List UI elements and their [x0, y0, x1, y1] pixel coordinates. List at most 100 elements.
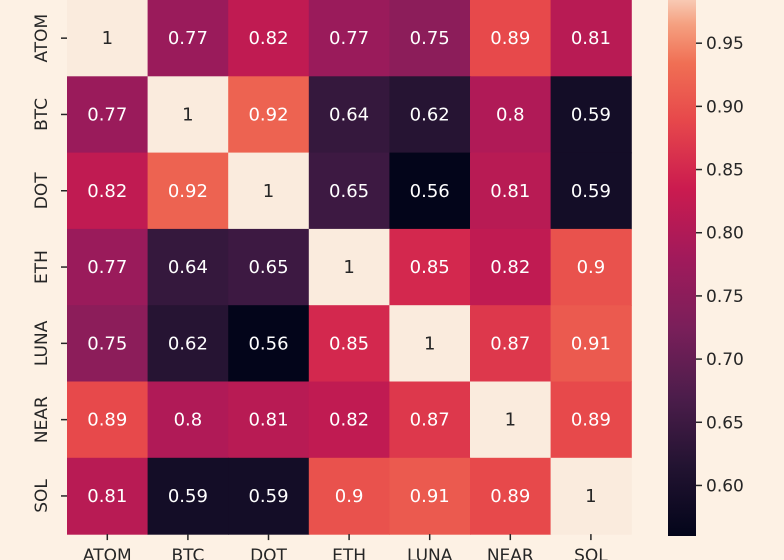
colorbar-tick-label: 0.85 — [706, 161, 744, 181]
y-axis: ATOM BTC DOT ETH LUNA NEAR SOL — [32, 14, 67, 513]
x-axis: ATOM BTC DOT ETH LUNA NEAR SOL — [83, 534, 608, 560]
heatmap-cell-LUNA-DOT — [228, 305, 310, 383]
y-tick-label: ETH — [32, 250, 52, 284]
cell-value-label: 0.77 — [168, 28, 208, 49]
y-tick-label: BTC — [32, 98, 52, 131]
y-tick-label: ATOM — [32, 14, 52, 63]
heatmap-cell-NEAR-ATOM — [67, 381, 149, 459]
heatmap-cell-DOT-ETH — [308, 152, 390, 230]
x-tick-label: LUNA — [407, 546, 453, 560]
heatmap-cell-LUNA-NEAR — [470, 305, 552, 383]
x-tick-label: ATOM — [83, 546, 132, 560]
cell-value-label: 0.81 — [87, 486, 127, 507]
heatmap-cell-NEAR-BTC — [147, 381, 229, 459]
colorbar-tick-label: 0.70 — [706, 350, 744, 370]
heatmap-cell-SOL-ETH — [308, 457, 390, 535]
cell-value-label: 0.8 — [174, 410, 203, 431]
cell-value-label: 0.82 — [490, 257, 530, 278]
heatmap-cell-SOL-DOT — [228, 457, 310, 535]
cell-value-label: 0.85 — [410, 257, 450, 278]
heatmap-cell-LUNA-SOL — [550, 305, 632, 383]
cell-value-label: 0.65 — [248, 257, 288, 278]
heatmap-cell-BTC-NEAR — [470, 76, 552, 154]
cell-value-label: 0.65 — [329, 181, 369, 202]
cell-value-label: 0.8 — [496, 104, 525, 125]
heatmap-cell-NEAR-DOT — [228, 381, 310, 459]
cell-value-label: 0.9 — [335, 486, 364, 507]
heatmap-cell-DOT-LUNA — [389, 152, 471, 230]
colorbar-tick-label: 0.90 — [706, 97, 744, 117]
colorbar-tick-label: 0.95 — [706, 34, 744, 54]
heatmap-cell-SOL-BTC — [147, 457, 229, 535]
heatmap-cell-BTC-LUNA — [389, 76, 471, 154]
cell-value-label: 0.59 — [571, 181, 611, 202]
colorbar-tick-label: 0.60 — [706, 476, 744, 496]
heatmap-cell-SOL-NEAR — [470, 457, 552, 535]
cell-value-label: 0.92 — [248, 104, 288, 125]
x-tick-label: BTC — [171, 546, 204, 560]
heatmap-cell-ETH-ETH — [308, 228, 390, 306]
cell-value-label: 1 — [182, 104, 193, 125]
cell-value-label: 0.82 — [248, 28, 288, 49]
cell-value-label: 0.59 — [168, 486, 208, 507]
cell-value-label: 0.59 — [248, 486, 288, 507]
cell-value-label: 0.85 — [329, 333, 369, 354]
x-tick-label: NEAR — [487, 546, 534, 560]
heatmap-cell-NEAR-LUNA — [389, 381, 471, 459]
heatmap-cell-BTC-ATOM — [67, 76, 149, 154]
cell-value-label: 0.89 — [490, 486, 530, 507]
cell-value-label: 0.59 — [571, 104, 611, 125]
x-tick-label: DOT — [250, 546, 287, 560]
heatmap-cell-ATOM-DOT — [228, 0, 310, 77]
cell-value-label: 0.81 — [248, 410, 288, 431]
cell-value-label: 0.81 — [490, 181, 530, 202]
heatmap-cell-DOT-ATOM — [67, 152, 149, 230]
cell-value-label: 0.56 — [410, 181, 450, 202]
heatmap-cell-ETH-LUNA — [389, 228, 471, 306]
heatmap-cell-ATOM-ATOM — [67, 0, 149, 77]
y-tick-label: DOT — [32, 172, 52, 209]
x-tick-label: ETH — [332, 546, 366, 560]
cell-value-label: 0.91 — [410, 486, 450, 507]
heatmap-cell-BTC-ETH — [308, 76, 390, 154]
heatmap-cell-NEAR-ETH — [308, 381, 390, 459]
heatmap-cell-LUNA-ATOM — [67, 305, 149, 383]
cell-value-label: 0.81 — [571, 28, 611, 49]
cell-value-label: 0.64 — [168, 257, 208, 278]
heatmap-cells — [67, 0, 632, 535]
cell-value-label: 1 — [424, 333, 435, 354]
heatmap-cell-ETH-BTC — [147, 228, 229, 306]
heatmap-cell-SOL-ATOM — [67, 457, 149, 535]
y-tick-label: LUNA — [32, 320, 52, 366]
cell-value-label: 0.82 — [87, 181, 127, 202]
heatmap-cell-BTC-SOL — [550, 76, 632, 154]
heatmap-cell-BTC-DOT — [228, 76, 310, 154]
heatmap-cell-ETH-DOT — [228, 228, 310, 306]
heatmap-cell-ATOM-BTC — [147, 0, 229, 77]
heatmap-cell-ETH-NEAR — [470, 228, 552, 306]
heatmap-cell-ATOM-SOL — [550, 0, 632, 77]
heatmap-cell-NEAR-NEAR — [470, 381, 552, 459]
heatmap-cell-DOT-BTC — [147, 152, 229, 230]
cell-value-label: 0.92 — [168, 181, 208, 202]
cell-value-label: 1 — [585, 486, 596, 507]
cell-value-label: 1 — [102, 28, 113, 49]
colorbar: 0.600.650.700.750.800.850.900.951.00 — [668, 0, 744, 536]
cell-value-label: 0.75 — [87, 333, 127, 354]
cell-value-label: 0.62 — [410, 104, 450, 125]
y-tick-label: SOL — [32, 479, 52, 513]
heatmap-cell-BTC-BTC — [147, 76, 229, 154]
heatmap-cell-ETH-SOL — [550, 228, 632, 306]
colorbar-tick-label: 0.75 — [706, 287, 744, 307]
cell-value-label: 0.91 — [571, 333, 611, 354]
cell-value-label: 0.77 — [87, 257, 127, 278]
heatmap-cell-LUNA-LUNA — [389, 305, 471, 383]
heatmap-cell-DOT-DOT — [228, 152, 310, 230]
heatmap-cell-labels: 1 0.77 0.82 0.77 0.75 0.89 0.810.77 1 0.92 0.64 0.… — [87, 28, 611, 507]
cell-value-label: 0.9 — [577, 257, 606, 278]
heatmap-cell-DOT-NEAR — [470, 152, 552, 230]
y-tick-label: NEAR — [32, 396, 52, 443]
colorbar-tick-label: 0.80 — [706, 224, 744, 244]
cell-value-label: 0.87 — [490, 333, 530, 354]
colorbar-gradient — [668, 0, 696, 536]
